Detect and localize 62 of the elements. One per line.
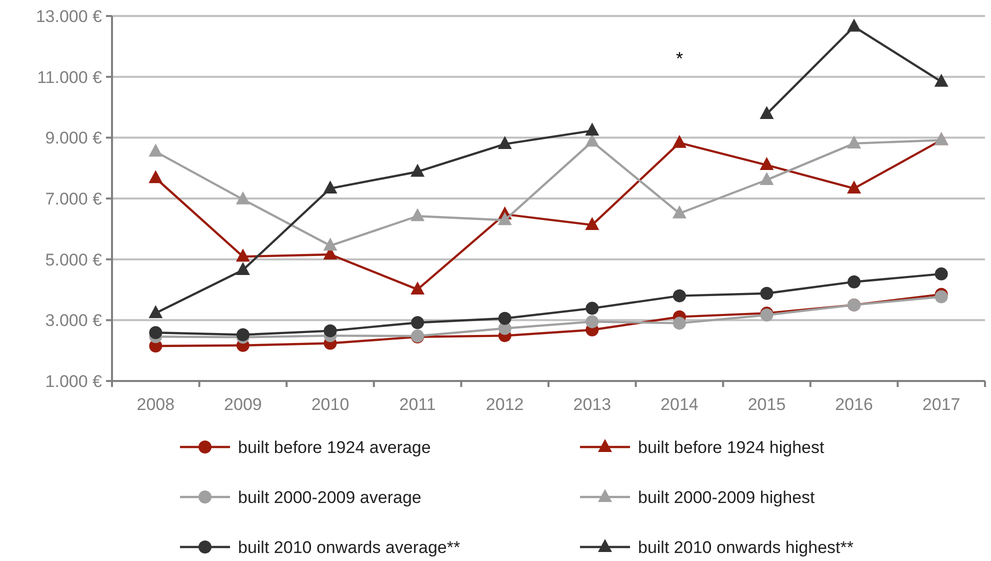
x-tick-label: 2017 [922, 395, 960, 414]
point [847, 18, 862, 32]
point [934, 267, 948, 280]
legend-label: built 2010 onwards highest** [638, 538, 854, 557]
point [410, 208, 425, 222]
legend-label: built before 1924 highest [638, 438, 824, 457]
annotation: * [676, 48, 683, 69]
y-tick-label: 13.000 € [36, 6, 103, 26]
point [672, 316, 686, 330]
point [585, 122, 600, 136]
y-tick-label: 5.000 € [45, 250, 103, 270]
legend-label: built before 1924 average [238, 438, 431, 457]
x-tick-label: 2014 [660, 395, 698, 414]
point [323, 180, 338, 194]
point [760, 172, 774, 185]
point [324, 324, 337, 338]
x-tick-label: 2013 [573, 395, 612, 414]
legend-label: built 2010 onwards average** [238, 538, 460, 557]
point [236, 191, 250, 204]
point [672, 205, 686, 218]
x-tick-label: 2015 [748, 395, 786, 414]
x-tick-label: 2010 [311, 395, 350, 414]
point [586, 302, 599, 315]
point [149, 326, 162, 340]
x-tick-label: 2012 [486, 395, 524, 414]
point [585, 134, 600, 147]
point [498, 312, 512, 325]
y-tick-label: 9.000 € [45, 128, 103, 148]
legend-label: built 2000-2009 average [238, 488, 422, 507]
point [236, 248, 250, 262]
point [760, 106, 774, 119]
y-tick-label: 11.000 € [37, 68, 103, 87]
point [498, 136, 512, 150]
point [848, 275, 861, 288]
point [148, 170, 163, 184]
point [236, 262, 250, 275]
x-tick-label: 2016 [835, 395, 873, 414]
point [411, 316, 424, 330]
y-tick-label: 3.000 € [45, 311, 103, 330]
point [934, 290, 948, 304]
point [148, 305, 163, 318]
point [236, 328, 250, 342]
point [760, 286, 774, 300]
point [498, 212, 512, 226]
point [847, 135, 862, 148]
point [410, 164, 425, 177]
legend-label: built 2000-2009 highest [638, 488, 816, 507]
point [586, 315, 599, 328]
point [585, 216, 600, 230]
y-tick-label: 1.000 € [45, 372, 103, 391]
x-tick-label: 2008 [136, 395, 175, 414]
point [672, 134, 686, 148]
point [760, 157, 774, 170]
x-tick-label: 2011 [399, 395, 436, 414]
point [323, 238, 338, 251]
point [148, 144, 163, 157]
point [410, 281, 425, 294]
point [672, 289, 686, 302]
x-tick-label: 2009 [224, 395, 262, 414]
y-tick-label: 7.000 € [45, 189, 103, 208]
point [847, 180, 862, 194]
point [934, 74, 948, 87]
